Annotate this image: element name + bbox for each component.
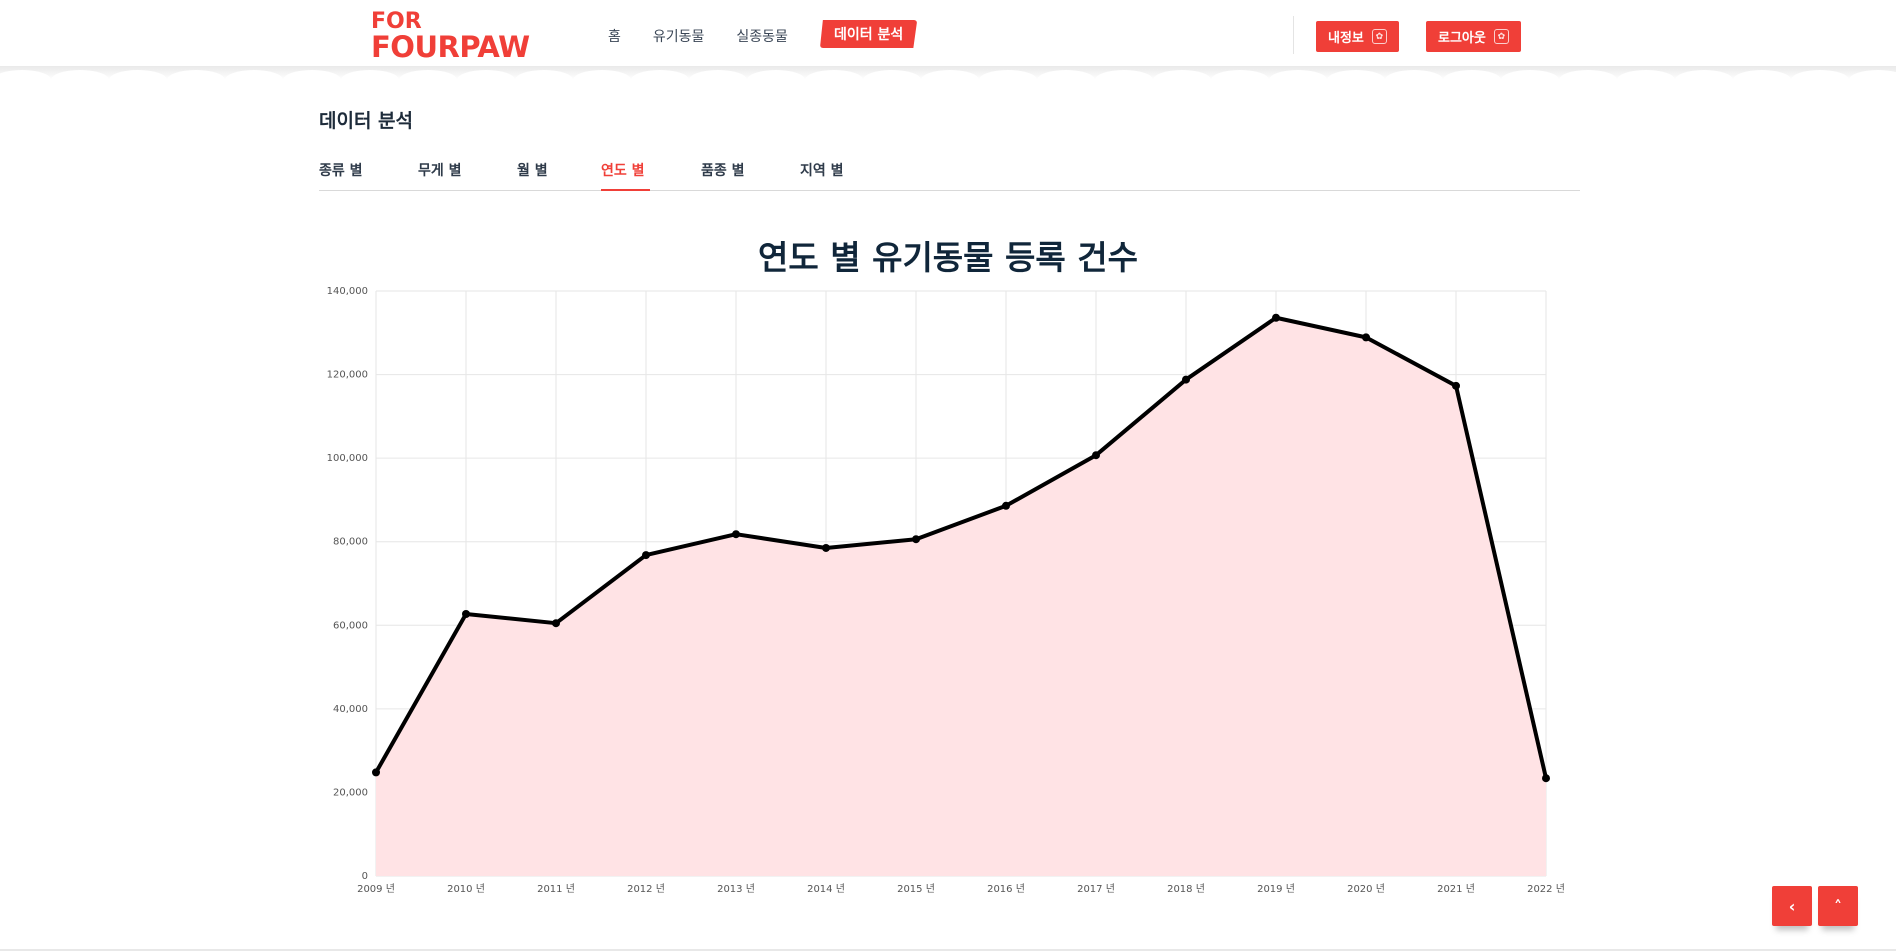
data-point[interactable] — [1092, 451, 1100, 460]
y-tick-label: 60,000 — [333, 620, 368, 631]
chart-title: 연도 별 유기동물 등록 건수 — [758, 238, 1138, 277]
data-point[interactable] — [1362, 333, 1370, 342]
data-point[interactable] — [1182, 375, 1190, 384]
logout-label: 로그아웃 — [1438, 31, 1486, 46]
data-point[interactable] — [1272, 313, 1280, 322]
my-info-button[interactable]: 내정보 ✿ — [1316, 21, 1399, 52]
my-info-label: 내정보 — [1328, 31, 1364, 46]
paw-icon: ✿ — [1371, 29, 1387, 44]
data-point[interactable] — [642, 551, 650, 560]
brand-logo[interactable]: FOR FOURPAW — [371, 9, 530, 64]
header-scallop-border — [0, 66, 1896, 90]
brand-logo-line2: FOURPAW — [371, 30, 530, 64]
y-tick-label: 140,000 — [327, 286, 368, 297]
x-tick-label: 2013 년 — [717, 883, 755, 895]
data-point[interactable] — [462, 610, 470, 619]
active-tab-indicator — [601, 189, 650, 191]
x-tick-label: 2021 년 — [1437, 883, 1475, 895]
paw-icon: ✿ — [1493, 29, 1509, 44]
y-tick-label: 20,000 — [333, 787, 368, 798]
tab-by-month[interactable]: 월 별 — [517, 163, 548, 179]
series-area-fill — [376, 317, 1546, 876]
x-tick-label: 2014 년 — [807, 883, 845, 895]
logout-button[interactable]: 로그아웃 ✿ — [1426, 21, 1521, 52]
x-tick-label: 2016 년 — [987, 883, 1025, 895]
nav-item-data-analysis[interactable]: 데이터 분석 — [819, 20, 918, 48]
tab-by-region[interactable]: 지역 별 — [800, 163, 844, 179]
data-point[interactable] — [822, 543, 830, 552]
x-tick-label: 2022 년 — [1527, 883, 1565, 895]
x-tick-label: 2010 년 — [447, 883, 485, 895]
x-tick-label: 2020 년 — [1347, 883, 1385, 895]
page-footer-divider — [0, 949, 1896, 951]
tab-by-year[interactable]: 연도 별 — [601, 163, 645, 179]
x-tick-label: 2018 년 — [1167, 883, 1205, 895]
brand-logo-line1: FOR — [371, 9, 422, 34]
nav-item-home[interactable]: 홈 — [608, 29, 621, 45]
page-title: 데이터 분석 — [319, 110, 414, 132]
y-tick-label: 120,000 — [327, 370, 368, 381]
chevron-left-icon: ‹ — [1788, 896, 1796, 916]
main-nav: 홈 유기동물 실종동물 데이터 분석 — [608, 20, 949, 48]
nav-item-missing-animals[interactable]: 실종동물 — [736, 29, 788, 45]
x-tick-label: 2009 년 — [357, 883, 395, 895]
x-tick-label: 2017 년 — [1077, 883, 1115, 895]
data-point[interactable] — [1002, 501, 1010, 510]
site-header: FOR FOURPAW 홈 유기동물 실종동물 데이터 분석 내정보 ✿ 로그아… — [0, 0, 1896, 72]
x-tick-label: 2011 년 — [537, 883, 575, 895]
data-point[interactable] — [372, 768, 380, 777]
x-tick-label: 2019 년 — [1257, 883, 1295, 895]
scroll-top-button[interactable]: ˄ — [1818, 886, 1858, 926]
y-tick-label: 40,000 — [333, 704, 368, 715]
data-point[interactable] — [1452, 381, 1460, 390]
series-line — [374, 315, 1548, 779]
data-point[interactable] — [1542, 774, 1550, 783]
header-divider — [1293, 16, 1294, 54]
back-button[interactable]: ‹ — [1772, 886, 1812, 926]
data-point[interactable] — [552, 619, 560, 628]
y-tick-label: 0 — [362, 871, 368, 882]
nav-item-abandoned-animals[interactable]: 유기동물 — [652, 29, 705, 45]
chevron-up-icon: ˄ — [1834, 896, 1842, 916]
tab-by-type[interactable]: 종류 별 — [319, 163, 363, 179]
tab-by-breed[interactable]: 품종 별 — [701, 163, 745, 179]
data-point[interactable] — [732, 530, 740, 539]
tab-by-weight[interactable]: 무게 별 — [418, 163, 462, 179]
data-point[interactable] — [912, 535, 920, 544]
y-tick-label: 80,000 — [333, 537, 368, 548]
x-tick-label: 2015 년 — [897, 883, 935, 895]
x-tick-label: 2012 년 — [627, 883, 665, 895]
y-tick-label: 100,000 — [327, 453, 368, 464]
analysis-tabs: 종류 별 무게 별 월 별 연도 별 품종 별 지역 별 — [319, 156, 1580, 191]
